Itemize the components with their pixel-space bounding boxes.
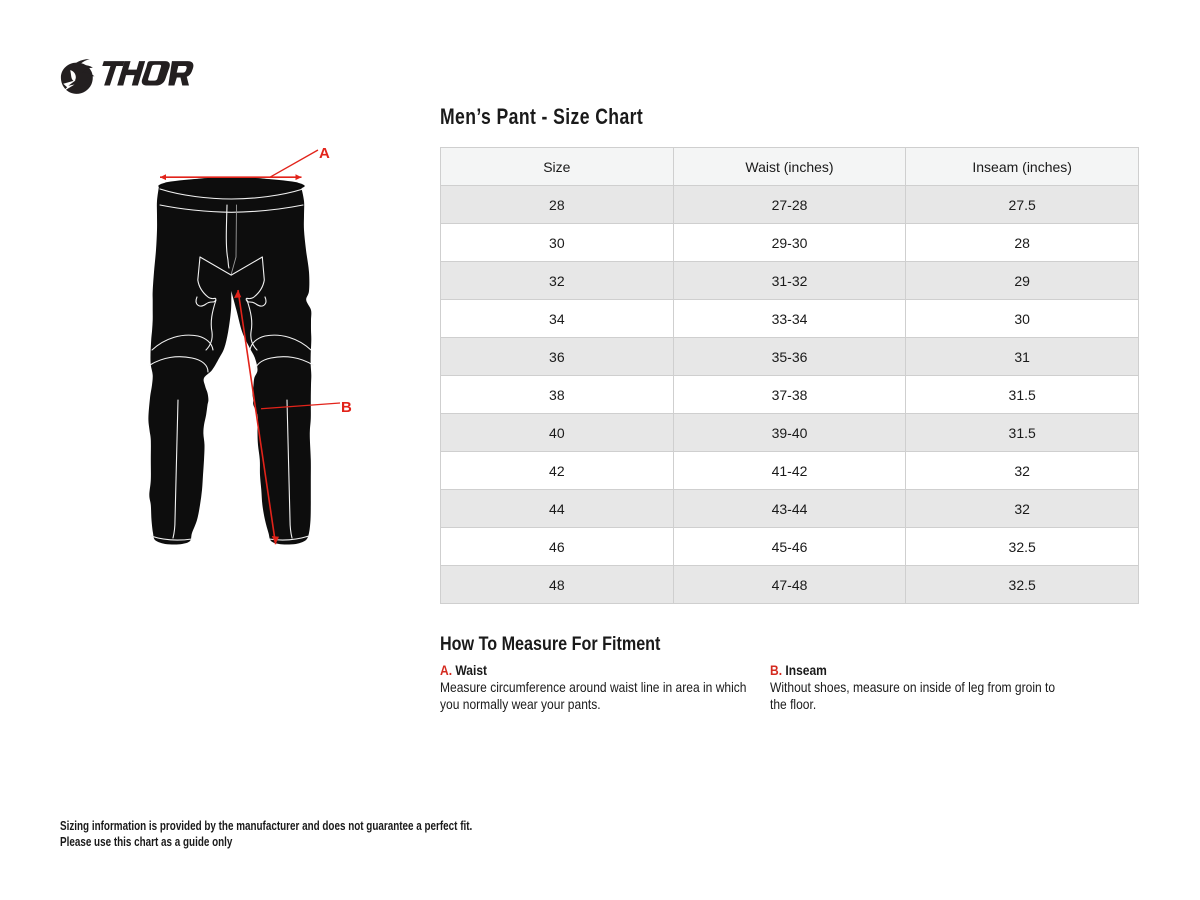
svg-text:A: A xyxy=(319,145,330,162)
svg-text:B: B xyxy=(341,399,352,416)
